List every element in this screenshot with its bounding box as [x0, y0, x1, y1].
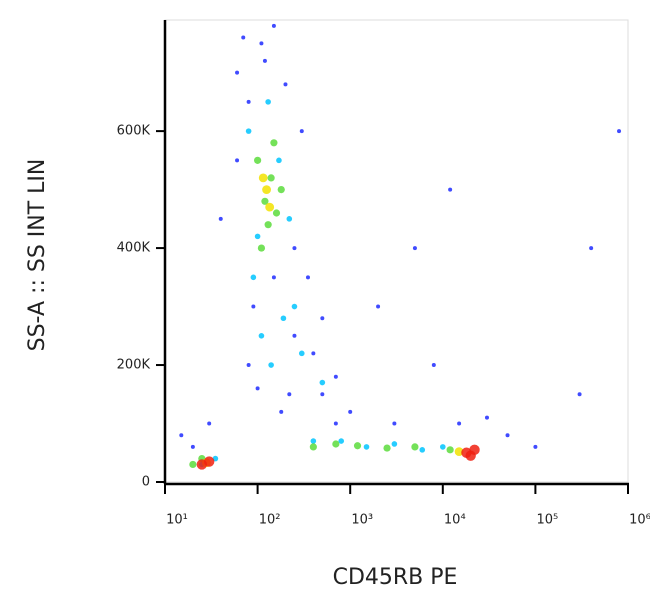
data-point	[271, 275, 276, 280]
y-tick-label: 200K	[117, 358, 151, 373]
data-point	[454, 447, 464, 456]
data-point	[255, 386, 260, 391]
data-point	[265, 202, 275, 212]
data-point	[291, 303, 298, 310]
data-point	[292, 246, 297, 251]
data-point	[203, 456, 215, 467]
data-point	[392, 421, 397, 426]
data-point	[353, 442, 362, 450]
data-point	[241, 35, 246, 40]
data-point	[268, 362, 274, 368]
data-point	[446, 446, 454, 454]
x-axis-title: CD45RB PE	[333, 565, 458, 590]
data-point	[484, 415, 489, 420]
y-tick-label: 600K	[117, 124, 151, 139]
data-point	[235, 158, 240, 163]
data-point	[320, 316, 325, 321]
data-point	[235, 70, 240, 75]
data-point	[279, 409, 284, 414]
data-point	[276, 157, 282, 164]
data-point	[262, 185, 271, 194]
data-point	[298, 350, 305, 357]
data-point	[332, 440, 340, 448]
data-point	[448, 187, 453, 192]
data-point	[292, 333, 297, 338]
data-point	[348, 409, 353, 414]
data-point	[265, 99, 271, 105]
data-point	[320, 392, 325, 397]
x-tick-label: 10⁶	[629, 513, 650, 528]
data-point	[218, 216, 223, 221]
data-point	[272, 209, 281, 217]
data-point	[333, 374, 338, 379]
data-point	[363, 444, 370, 450]
data-point	[391, 441, 398, 447]
data-point	[383, 444, 391, 452]
data-point	[338, 438, 345, 444]
data-point	[257, 244, 266, 252]
data-point	[270, 139, 278, 147]
y-axis-title: SS-A :: SS INT LIN	[25, 159, 50, 352]
data-point	[431, 363, 436, 368]
plot-frame	[164, 19, 629, 483]
data-point	[299, 129, 304, 134]
data-point	[254, 156, 262, 164]
data-point	[207, 421, 212, 426]
data-point	[246, 363, 251, 368]
data-point	[419, 447, 426, 453]
y-tick-label: 400K	[117, 241, 151, 256]
data-point	[283, 82, 288, 87]
data-point	[376, 304, 381, 309]
y-tick-label: 0	[142, 475, 150, 490]
data-point	[280, 315, 287, 322]
data-point	[469, 444, 480, 456]
data-point	[286, 216, 293, 222]
data-point	[277, 185, 285, 194]
data-point	[254, 233, 261, 240]
data-point	[245, 128, 252, 134]
x-tick-label: 10²	[259, 513, 281, 528]
data-point	[287, 392, 292, 397]
x-tick-label: 10¹	[166, 513, 188, 528]
data-point	[440, 444, 446, 450]
data-point	[189, 460, 197, 469]
x-tick-label: 10⁵	[537, 513, 559, 528]
data-point	[333, 421, 338, 426]
data-point	[258, 332, 265, 339]
data-point	[246, 99, 251, 104]
data-point	[259, 41, 264, 46]
data-point	[305, 275, 310, 280]
data-point	[533, 444, 538, 449]
data-point	[258, 173, 268, 183]
data-point	[271, 23, 276, 28]
data-point	[411, 443, 419, 451]
data-point	[311, 351, 316, 356]
data-point	[251, 304, 256, 309]
x-tick-label: 10⁴	[444, 513, 466, 528]
data-point	[309, 443, 317, 451]
data-point	[457, 421, 462, 426]
data-point	[589, 246, 594, 251]
data-point	[577, 392, 582, 397]
data-point	[617, 129, 622, 134]
data-point	[310, 438, 317, 444]
data-point	[264, 221, 272, 229]
x-tick-label: 10³	[351, 513, 373, 528]
data-point	[179, 433, 184, 438]
data-point	[505, 433, 510, 438]
data-point	[190, 444, 195, 449]
data-point	[261, 197, 269, 205]
data-point	[319, 379, 326, 386]
data-point	[250, 274, 257, 281]
data-point	[267, 174, 275, 182]
data-point	[262, 58, 267, 63]
data-point	[412, 246, 417, 251]
